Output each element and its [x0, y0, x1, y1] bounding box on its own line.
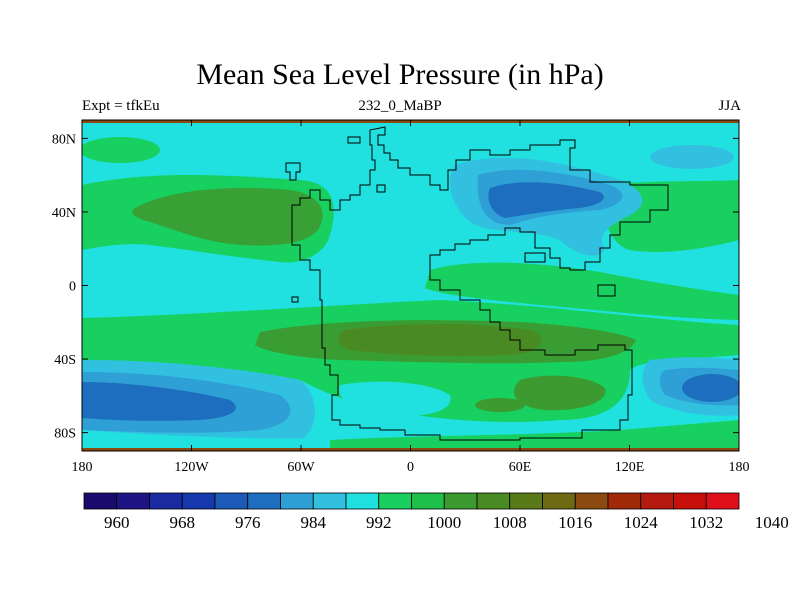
island-east2 [597, 284, 616, 297]
colorbar-label: 968 [170, 513, 196, 532]
x-tick-label: 120E [615, 460, 645, 475]
field-984-sw [82, 382, 236, 421]
x-tick-label: 0 [407, 460, 414, 475]
field-1000-np [374, 129, 440, 168]
chart-title: Mean Sea Level Pressure (in hPa) [196, 58, 604, 91]
colorbar-swatch [673, 492, 707, 510]
colorbar-swatch [574, 492, 609, 510]
x-tick-label: 180 [72, 460, 93, 475]
colorbar-label: 960 [104, 513, 130, 532]
colorbar-swatch [247, 492, 281, 510]
experiment-label: Expt = tfkEu [82, 98, 160, 114]
field-1008-far-nw [82, 137, 160, 163]
colorbar-swatch [542, 492, 576, 510]
field-984-asia [488, 182, 604, 218]
y-tick-label: 40S [54, 353, 76, 368]
colorbar-label: 1016 [558, 513, 592, 532]
colorbar-label: 976 [235, 513, 261, 532]
x-tick-label: 60E [509, 460, 532, 475]
colorbar-swatch [83, 492, 118, 510]
pressure-field [82, 120, 739, 451]
colorbar-label: 1000 [427, 513, 461, 532]
colorbar-swatch [214, 492, 249, 510]
colorbar-swatch [705, 492, 740, 510]
x-tick-label: 60W [287, 460, 315, 475]
y-axis: 80N 40N 0 40S 80S [52, 132, 739, 442]
island-west [291, 296, 299, 303]
colorbar-swatch [181, 492, 216, 510]
colorbar-label: 1040 [755, 513, 789, 532]
colorbar-label: 1024 [624, 513, 659, 532]
colorbar-label: 984 [301, 513, 327, 532]
y-tick-label: 0 [69, 280, 76, 295]
field-1008-sbottom [330, 420, 739, 451]
y-tick-label: 80S [54, 427, 76, 442]
colorbar-swatch [509, 492, 543, 510]
field-1016-se [514, 375, 606, 411]
island-north [285, 162, 301, 181]
island-pole [347, 136, 361, 144]
x-tick-label: 180 [729, 460, 750, 475]
colorbar-swatch [378, 492, 412, 510]
field-1020-south [338, 324, 542, 357]
field-984-se [682, 374, 739, 402]
colorbar-swatch [640, 492, 674, 510]
colorbar-swatch [149, 492, 183, 510]
colorbar-swatch [116, 492, 150, 510]
colorbar-swatch [607, 492, 642, 510]
colorbar-label: 1032 [689, 513, 723, 532]
colorbar-swatch [411, 492, 445, 510]
field-1000-sw [82, 430, 330, 451]
colorbar-label: 1008 [493, 513, 527, 532]
colorbar-label: 992 [366, 513, 392, 532]
field-992-ne [650, 145, 734, 169]
colorbar: 960 968 976 984 992 1000 1008 1016 1024 1032 1040 [83, 492, 789, 532]
x-axis: 180 120W 60W 0 60E 120E 180 [72, 120, 750, 475]
colorbar-swatch [312, 492, 347, 510]
y-tick-label: 80N [52, 132, 76, 147]
continent-outline [291, 126, 669, 441]
colorbar-swatch [476, 492, 511, 510]
colorbar-swatch [345, 492, 380, 510]
field-1008-eq [425, 262, 739, 320]
island-nc [376, 184, 386, 193]
field-1000-s-pocket [339, 381, 451, 417]
colorbar-swatch [280, 492, 314, 510]
colorbar-swatch [443, 492, 478, 510]
island-east [524, 252, 546, 263]
time-label: 232_0_MaBP [358, 98, 442, 114]
y-tick-label: 40N [52, 206, 76, 221]
x-tick-label: 120W [174, 460, 209, 475]
season-label: JJA [718, 98, 741, 114]
field-1016-nw [132, 187, 323, 246]
field-1016-se2 [475, 398, 525, 412]
